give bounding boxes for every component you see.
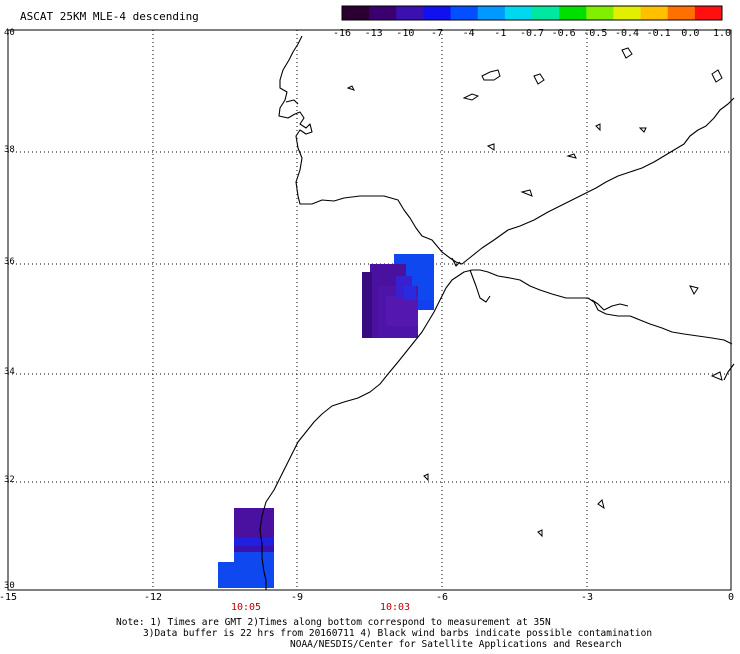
- colorbar-tick-label: -0.5: [583, 28, 607, 39]
- colorbar-tick-label: -10: [396, 28, 414, 39]
- colorbar-swatch: [504, 6, 533, 20]
- figure-title: ASCAT 25KM MLE-4 descending: [20, 10, 199, 23]
- colorbar-swatch: [586, 6, 614, 20]
- lat-label: 32: [4, 475, 15, 485]
- island-outline: [710, 371, 723, 381]
- island-outline: [423, 473, 429, 482]
- data-cell: [234, 546, 274, 552]
- data-cell: [234, 508, 274, 540]
- colorbar-tick-label: -7: [431, 28, 443, 39]
- colorbar-swatch: [667, 6, 696, 20]
- graticule: [8, 30, 731, 590]
- island-outline: [566, 153, 577, 159]
- islands: [346, 47, 723, 538]
- data-cell: [234, 538, 274, 546]
- data-cell: [234, 552, 274, 562]
- gibraltar-point: [451, 257, 461, 267]
- island-outline: [462, 93, 480, 101]
- data-cell: [386, 296, 418, 326]
- colorbar-tick-label: -0.4: [615, 28, 639, 39]
- algeria-coast-detail: [591, 299, 629, 311]
- african-cape: [469, 269, 491, 303]
- latitude-labels: 40 38 36 34 32 30: [4, 28, 15, 591]
- colorbar-swatches: [342, 6, 723, 20]
- island-outline: [595, 123, 601, 132]
- island-outline: [711, 69, 723, 83]
- island-outline: [520, 189, 533, 197]
- lon-label: -12: [144, 592, 162, 603]
- note-line-1: Note: 1) Times are GMT 2)Times along bot…: [116, 617, 551, 628]
- island-outline: [689, 285, 699, 295]
- colorbar-tick-label: -1: [494, 28, 506, 39]
- colorbar-tick-label: -13: [365, 28, 383, 39]
- island-outline: [537, 529, 543, 538]
- map-area: 40 38 36 34 32 30 -15 -12 -9 -6 -3 0 10:…: [0, 28, 735, 613]
- data-cell: [362, 272, 372, 338]
- data-swath-south: [218, 508, 274, 588]
- lon-label: -15: [0, 592, 17, 603]
- swath-time-label: 10:05: [231, 602, 261, 613]
- lon-label: -9: [291, 592, 303, 603]
- island-outline: [621, 47, 633, 59]
- lat-label: 34: [4, 367, 15, 377]
- map-frame: [7, 29, 732, 591]
- data-swath-north: [362, 254, 434, 338]
- colorbar-swatch: [477, 6, 506, 20]
- colorbar-swatch: [532, 6, 560, 20]
- colorbar-tick-label: -16: [333, 28, 351, 39]
- lon-label: -3: [581, 592, 593, 603]
- colorbar-swatch: [369, 6, 397, 20]
- lat-label: 40: [4, 28, 15, 38]
- data-cell: [418, 300, 434, 310]
- colorbar-tick-label: 1.0: [713, 28, 731, 39]
- island-outline: [597, 499, 605, 510]
- africa-coastline: [259, 269, 735, 590]
- colorbar-swatch: [450, 6, 479, 20]
- colorbar-tick-label: -0.6: [552, 28, 576, 39]
- island-outline: [346, 85, 355, 91]
- swath-time-label: 10:03: [380, 602, 410, 613]
- lat-label: 30: [4, 581, 15, 591]
- island-outline: [638, 127, 647, 133]
- footer-notes: Note: 1) Times are GMT 2)Times along bot…: [116, 617, 652, 650]
- note-line-3: NOAA/NESDIS/Center for Satellite Applica…: [290, 639, 622, 650]
- colorbar-labels: -16 -13 -10 -7 -4 -1 -0.7 -0.6 -0.5 -0.4 -0.1 0.0 1.…: [333, 28, 731, 39]
- colorbar-swatch: [423, 6, 452, 20]
- balearic-islands-icon: [481, 69, 501, 81]
- lat-label: 38: [4, 145, 15, 155]
- colorbar-tick-label: -4: [463, 28, 475, 39]
- colorbar-tick-label: 0.0: [681, 28, 699, 39]
- colorbar-tick-label: -0.7: [520, 28, 544, 39]
- colorbar-swatch: [559, 6, 587, 20]
- colorbar-swatch: [613, 6, 642, 20]
- note-line-2: 3)Data buffer is 22 hrs from 20160711 4)…: [143, 628, 652, 639]
- lon-label: -6: [436, 592, 448, 603]
- colorbar-swatch: [694, 6, 723, 20]
- colorbar-tick-label: -0.1: [647, 28, 671, 39]
- data-cell: [404, 286, 416, 300]
- island-outline: [486, 143, 495, 151]
- coastlines: [259, 35, 735, 590]
- colorbar-swatch: [342, 6, 370, 20]
- swath-time-labels: 10:05 10:03: [231, 602, 410, 613]
- island-outline: [533, 73, 545, 85]
- iberia-coastline: [278, 35, 735, 265]
- colorbar: -16 -13 -10 -7 -4 -1 -0.7 -0.6 -0.5 -0.4 -0.1 0.0 1.…: [333, 5, 731, 39]
- colorbar-frame: [341, 5, 723, 21]
- colorbar-swatch: [396, 6, 424, 20]
- longitude-labels: -15 -12 -9 -6 -3 0: [0, 592, 734, 603]
- tagus-inlet: [285, 99, 299, 105]
- lon-label: 0: [728, 592, 734, 603]
- lat-label: 36: [4, 257, 15, 267]
- colorbar-swatch: [640, 6, 669, 20]
